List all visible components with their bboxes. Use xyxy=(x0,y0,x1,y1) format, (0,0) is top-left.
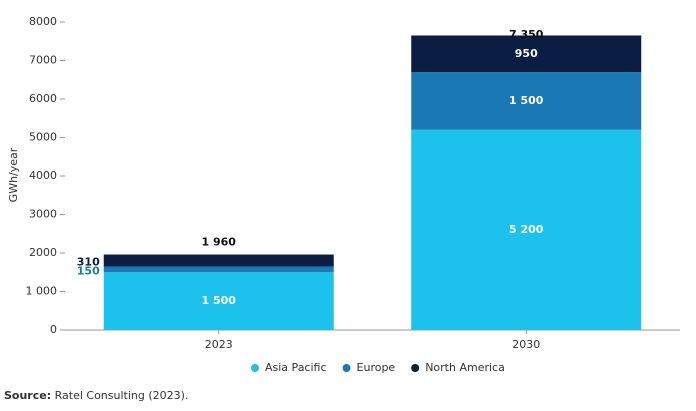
source-label: Source: xyxy=(4,389,51,402)
x-tick-label: 2030 xyxy=(512,338,540,351)
source: Source: Ratel Consulting (2023). xyxy=(4,389,188,402)
bar-segment xyxy=(411,129,642,330)
y-tick-label: 7000 xyxy=(29,54,57,67)
y-axis-label: GWh/year xyxy=(7,147,20,202)
bar-segment xyxy=(411,35,642,73)
value-label: 1 500 xyxy=(202,294,237,307)
y-tick-label: 1 000 xyxy=(26,285,58,298)
total-label: 1 960 xyxy=(202,236,237,249)
bar-segment xyxy=(103,266,334,273)
y-tick-label: 6000 xyxy=(29,92,57,105)
legend-swatch xyxy=(342,364,351,372)
legend-label: Europe xyxy=(357,361,396,374)
legend-swatch xyxy=(411,364,420,372)
legend-label: Asia Pacific xyxy=(265,361,327,374)
y-tick-label: 8000 xyxy=(29,15,57,28)
x-tick-label: 2023 xyxy=(205,338,233,351)
value-label: 310 xyxy=(77,256,100,269)
total-label: 7 350 xyxy=(509,28,544,41)
y-tick-label: 0 xyxy=(50,323,57,336)
bar-segment xyxy=(411,72,642,130)
legend-label: North America xyxy=(425,361,505,374)
value-label: 150 xyxy=(77,264,100,277)
bar-segment xyxy=(103,254,334,267)
value-label: 5 200 xyxy=(509,223,544,236)
legend-swatch xyxy=(251,364,259,372)
y-tick-label: 4000 xyxy=(29,169,57,182)
y-tick-label: 5000 xyxy=(29,131,57,144)
y-tick-label: 3000 xyxy=(29,208,57,221)
bar-segment xyxy=(103,272,334,330)
value-label: 950 xyxy=(515,47,538,60)
source-text: Ratel Consulting (2023). xyxy=(55,389,189,402)
y-tick-label: 2000 xyxy=(29,246,57,259)
value-label: 1 500 xyxy=(509,94,544,107)
